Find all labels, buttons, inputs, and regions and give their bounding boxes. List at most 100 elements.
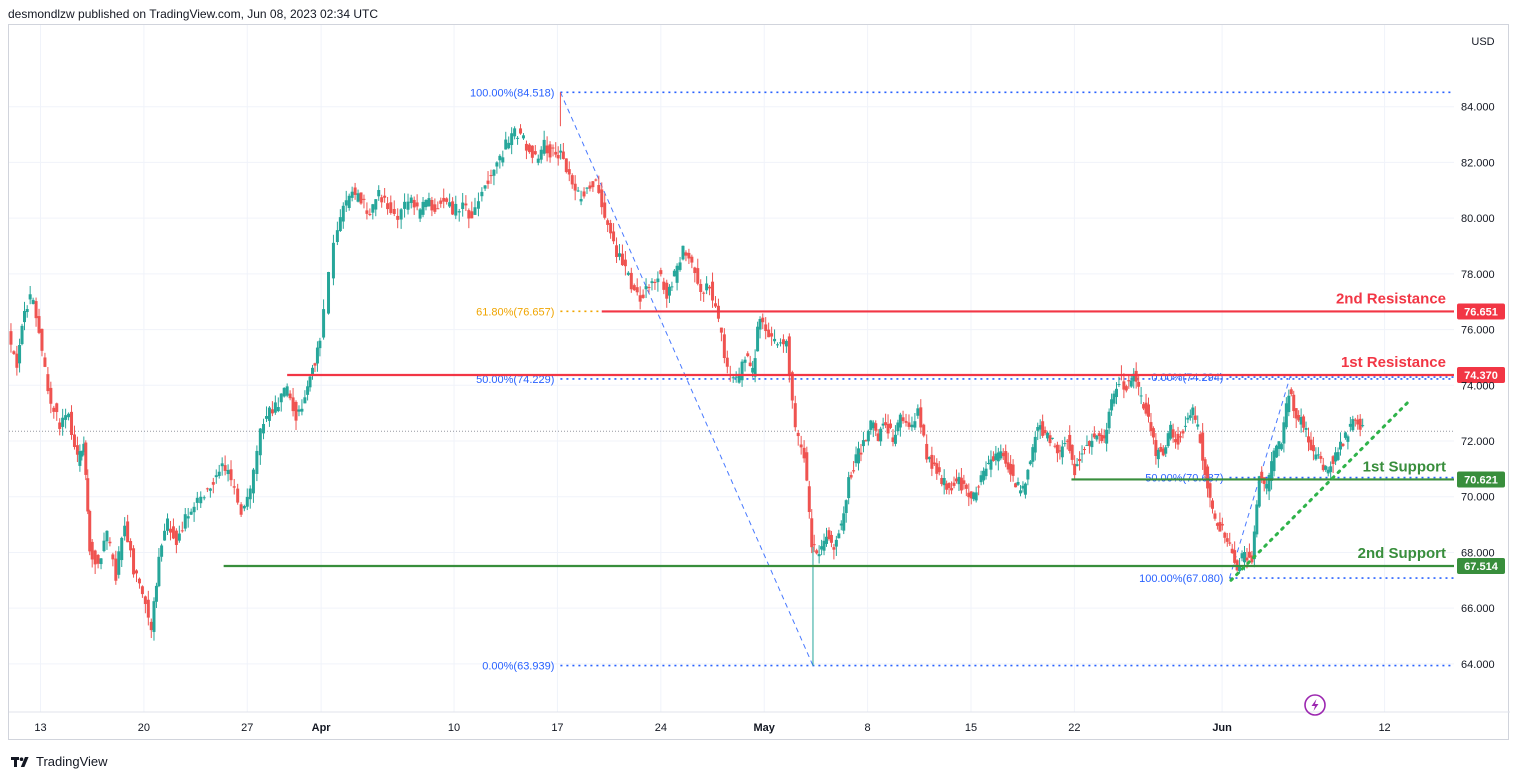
candle-body — [519, 128, 523, 134]
candle-body — [1270, 461, 1274, 481]
candle-body — [861, 440, 865, 447]
candle-body — [220, 463, 224, 467]
candle-body — [778, 342, 782, 344]
candle-body — [311, 367, 315, 375]
candle-body — [672, 270, 676, 277]
candle-body — [1043, 430, 1047, 434]
candle-body — [822, 540, 826, 551]
candle-body — [143, 596, 147, 605]
candle-body — [678, 262, 682, 270]
candle-body — [849, 475, 853, 478]
candle-body — [999, 451, 1003, 459]
candle-body — [1356, 419, 1360, 425]
chart-area[interactable]: 100.00%(84.518) 61.80%(76.657) 50.00%(74.2… — [8, 24, 1510, 741]
candle-body — [341, 205, 345, 222]
candle-body — [675, 265, 679, 283]
candle-body — [1302, 416, 1306, 428]
candle-body — [896, 422, 900, 432]
candle-body — [1114, 388, 1118, 398]
candle-body — [180, 530, 184, 532]
candle-body — [46, 374, 50, 392]
y-tick-label: 72.000 — [1461, 436, 1495, 448]
candle-body — [1272, 450, 1276, 472]
candle-body — [1082, 449, 1086, 451]
x-tick-label: 13 — [34, 722, 46, 734]
candle-body — [1102, 435, 1106, 439]
candle-body — [719, 327, 723, 333]
candle-body — [25, 309, 29, 313]
candle-body — [258, 428, 262, 456]
candle-body — [442, 197, 446, 202]
candle-body — [297, 409, 301, 412]
candle-body — [486, 180, 490, 184]
candle-body — [126, 521, 130, 543]
candle-body — [1203, 459, 1207, 475]
candle-body — [1142, 404, 1146, 409]
candle-body — [192, 506, 196, 513]
fib-level-label: 50.00%(74.229) — [476, 374, 554, 386]
candle-body — [1117, 383, 1121, 386]
candle-body — [186, 516, 190, 519]
currency-label: USD — [1471, 36, 1494, 48]
candle-body — [1292, 394, 1296, 412]
candle-body — [1097, 433, 1101, 437]
candle-body — [1267, 474, 1271, 492]
candle-body — [1348, 423, 1352, 427]
candle-body — [805, 452, 809, 481]
candle-body — [318, 340, 322, 349]
candle-body — [922, 424, 926, 436]
candle-body — [174, 530, 178, 545]
candle-body — [1033, 436, 1037, 453]
candle-body — [832, 547, 836, 550]
candle-body — [510, 133, 514, 146]
y-tick-label: 82.000 — [1461, 157, 1495, 169]
y-tick-label: 84.000 — [1461, 102, 1495, 114]
candle-body — [1009, 463, 1013, 475]
candle-body — [40, 328, 44, 351]
candle-body — [1299, 416, 1303, 425]
candle-body — [516, 137, 520, 139]
candle-body — [1309, 439, 1313, 450]
candle-body — [579, 198, 583, 202]
candle-body — [291, 397, 295, 412]
candle-body — [1265, 484, 1269, 489]
candle-body — [1361, 425, 1365, 427]
candle-body — [80, 450, 84, 457]
candle-body — [758, 318, 762, 330]
candle-body — [644, 286, 648, 290]
candle-body — [932, 462, 936, 465]
candle-body — [1331, 456, 1335, 464]
candle-body — [20, 325, 24, 345]
candle-body — [874, 423, 878, 431]
candle-body — [945, 483, 949, 490]
candle-body — [108, 541, 112, 544]
candle-body — [659, 270, 663, 275]
candle-body — [75, 445, 79, 455]
candle-body — [1314, 454, 1318, 460]
candle-body — [1105, 429, 1109, 444]
level-badge-text: 67.514 — [1464, 561, 1499, 573]
fib-diagonal — [559, 92, 814, 666]
candle-body — [986, 462, 990, 464]
candle-body — [696, 268, 700, 284]
candle-body — [857, 448, 861, 464]
candle-body — [907, 422, 911, 427]
price-chart[interactable]: 100.00%(84.518) 61.80%(76.657) 50.00%(74.2… — [9, 25, 1510, 741]
candle-body — [439, 200, 443, 204]
candle-body — [1068, 434, 1072, 451]
candle-body — [790, 372, 794, 401]
candle-body — [1240, 553, 1244, 559]
candle-body — [1218, 522, 1222, 532]
candle-body — [996, 452, 1000, 462]
candle-body — [893, 434, 897, 444]
x-tick-label: 8 — [865, 722, 871, 734]
candle-body — [1110, 399, 1114, 411]
candle-body — [102, 540, 106, 552]
candle-body — [454, 203, 458, 216]
candle-body — [1085, 444, 1089, 446]
candle-body — [82, 443, 86, 453]
lightning-icon[interactable] — [1304, 694, 1326, 716]
candle-body — [498, 155, 502, 161]
candle-body — [989, 459, 993, 470]
candle-body — [84, 442, 88, 475]
